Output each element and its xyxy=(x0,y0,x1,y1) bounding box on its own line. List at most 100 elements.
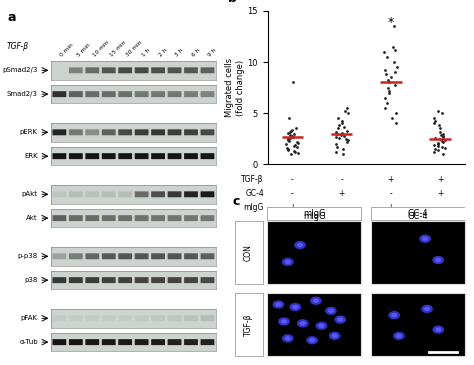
Text: mIgG: mIgG xyxy=(244,203,264,212)
FancyBboxPatch shape xyxy=(69,91,83,97)
Circle shape xyxy=(307,337,317,344)
Point xyxy=(383,54,391,60)
Text: +: + xyxy=(388,175,394,184)
Point xyxy=(284,146,292,152)
Text: GC-4: GC-4 xyxy=(407,212,428,221)
Point xyxy=(335,126,342,131)
FancyBboxPatch shape xyxy=(135,277,148,283)
Point xyxy=(332,128,339,134)
FancyBboxPatch shape xyxy=(102,253,116,259)
Text: 2 h: 2 h xyxy=(158,47,168,57)
Point xyxy=(286,135,294,141)
FancyBboxPatch shape xyxy=(201,191,214,197)
Text: pFAK: pFAK xyxy=(21,315,38,321)
FancyBboxPatch shape xyxy=(53,191,66,197)
Text: GC-4: GC-4 xyxy=(245,189,264,198)
FancyBboxPatch shape xyxy=(102,91,116,97)
FancyBboxPatch shape xyxy=(168,253,182,259)
Circle shape xyxy=(394,333,404,339)
Point xyxy=(438,144,445,150)
Text: -: - xyxy=(389,189,392,198)
FancyBboxPatch shape xyxy=(85,153,99,159)
FancyBboxPatch shape xyxy=(85,129,99,135)
FancyBboxPatch shape xyxy=(135,339,148,345)
Point xyxy=(388,74,395,80)
Point xyxy=(438,138,446,144)
Point xyxy=(439,139,447,145)
FancyBboxPatch shape xyxy=(184,68,198,73)
Text: 5 min: 5 min xyxy=(76,42,91,57)
FancyBboxPatch shape xyxy=(201,277,214,283)
FancyBboxPatch shape xyxy=(69,153,83,159)
FancyBboxPatch shape xyxy=(135,191,148,197)
Point xyxy=(338,120,346,126)
FancyBboxPatch shape xyxy=(53,277,66,283)
Text: 1 h: 1 h xyxy=(142,47,152,57)
Point xyxy=(391,82,399,88)
Text: +: + xyxy=(289,203,296,212)
FancyBboxPatch shape xyxy=(85,191,99,197)
FancyBboxPatch shape xyxy=(102,191,116,197)
Text: 3 h: 3 h xyxy=(174,47,184,57)
Point xyxy=(340,133,348,139)
FancyBboxPatch shape xyxy=(168,315,182,321)
FancyBboxPatch shape xyxy=(118,215,132,221)
FancyBboxPatch shape xyxy=(69,277,83,283)
Point xyxy=(339,151,346,157)
FancyBboxPatch shape xyxy=(168,91,182,97)
FancyBboxPatch shape xyxy=(151,153,165,159)
FancyBboxPatch shape xyxy=(184,129,198,135)
Text: pSmad2/3: pSmad2/3 xyxy=(2,67,38,73)
Text: +: + xyxy=(338,189,345,198)
Point xyxy=(434,108,441,114)
FancyBboxPatch shape xyxy=(118,129,132,135)
Circle shape xyxy=(319,324,324,327)
Point xyxy=(337,132,345,138)
Circle shape xyxy=(389,312,400,319)
Point xyxy=(390,23,398,29)
FancyBboxPatch shape xyxy=(69,253,83,259)
FancyBboxPatch shape xyxy=(184,277,198,283)
Circle shape xyxy=(335,316,346,323)
Text: 10 min: 10 min xyxy=(92,39,110,57)
Point xyxy=(341,108,349,114)
Text: *: * xyxy=(388,16,394,29)
FancyBboxPatch shape xyxy=(85,339,99,345)
Point xyxy=(385,88,393,93)
Text: -: - xyxy=(340,203,343,212)
Point xyxy=(392,110,400,116)
FancyBboxPatch shape xyxy=(201,129,214,135)
Text: p-p38: p-p38 xyxy=(18,253,38,259)
FancyBboxPatch shape xyxy=(201,253,214,259)
Circle shape xyxy=(298,320,308,327)
Text: TGF-β: TGF-β xyxy=(241,175,264,184)
Circle shape xyxy=(433,257,443,264)
FancyBboxPatch shape xyxy=(201,91,214,97)
Point xyxy=(343,128,351,134)
Circle shape xyxy=(311,297,321,304)
Circle shape xyxy=(328,309,333,312)
Point xyxy=(286,128,293,134)
Text: TGF-β: TGF-β xyxy=(244,313,253,336)
FancyBboxPatch shape xyxy=(184,153,198,159)
FancyBboxPatch shape xyxy=(168,277,182,283)
FancyBboxPatch shape xyxy=(184,253,198,259)
Point xyxy=(283,145,291,151)
FancyBboxPatch shape xyxy=(371,207,465,220)
FancyBboxPatch shape xyxy=(85,68,99,73)
Circle shape xyxy=(420,235,430,242)
Point xyxy=(382,67,389,73)
FancyBboxPatch shape xyxy=(168,153,182,159)
Circle shape xyxy=(433,326,443,333)
FancyBboxPatch shape xyxy=(168,339,182,345)
Circle shape xyxy=(314,299,318,302)
Text: 30 min: 30 min xyxy=(125,39,143,57)
FancyBboxPatch shape xyxy=(118,91,132,97)
Point xyxy=(384,77,392,83)
Point xyxy=(434,140,441,146)
Point xyxy=(391,47,399,53)
FancyBboxPatch shape xyxy=(184,339,198,345)
Circle shape xyxy=(326,307,336,314)
Point xyxy=(384,85,392,91)
Point xyxy=(287,128,294,134)
